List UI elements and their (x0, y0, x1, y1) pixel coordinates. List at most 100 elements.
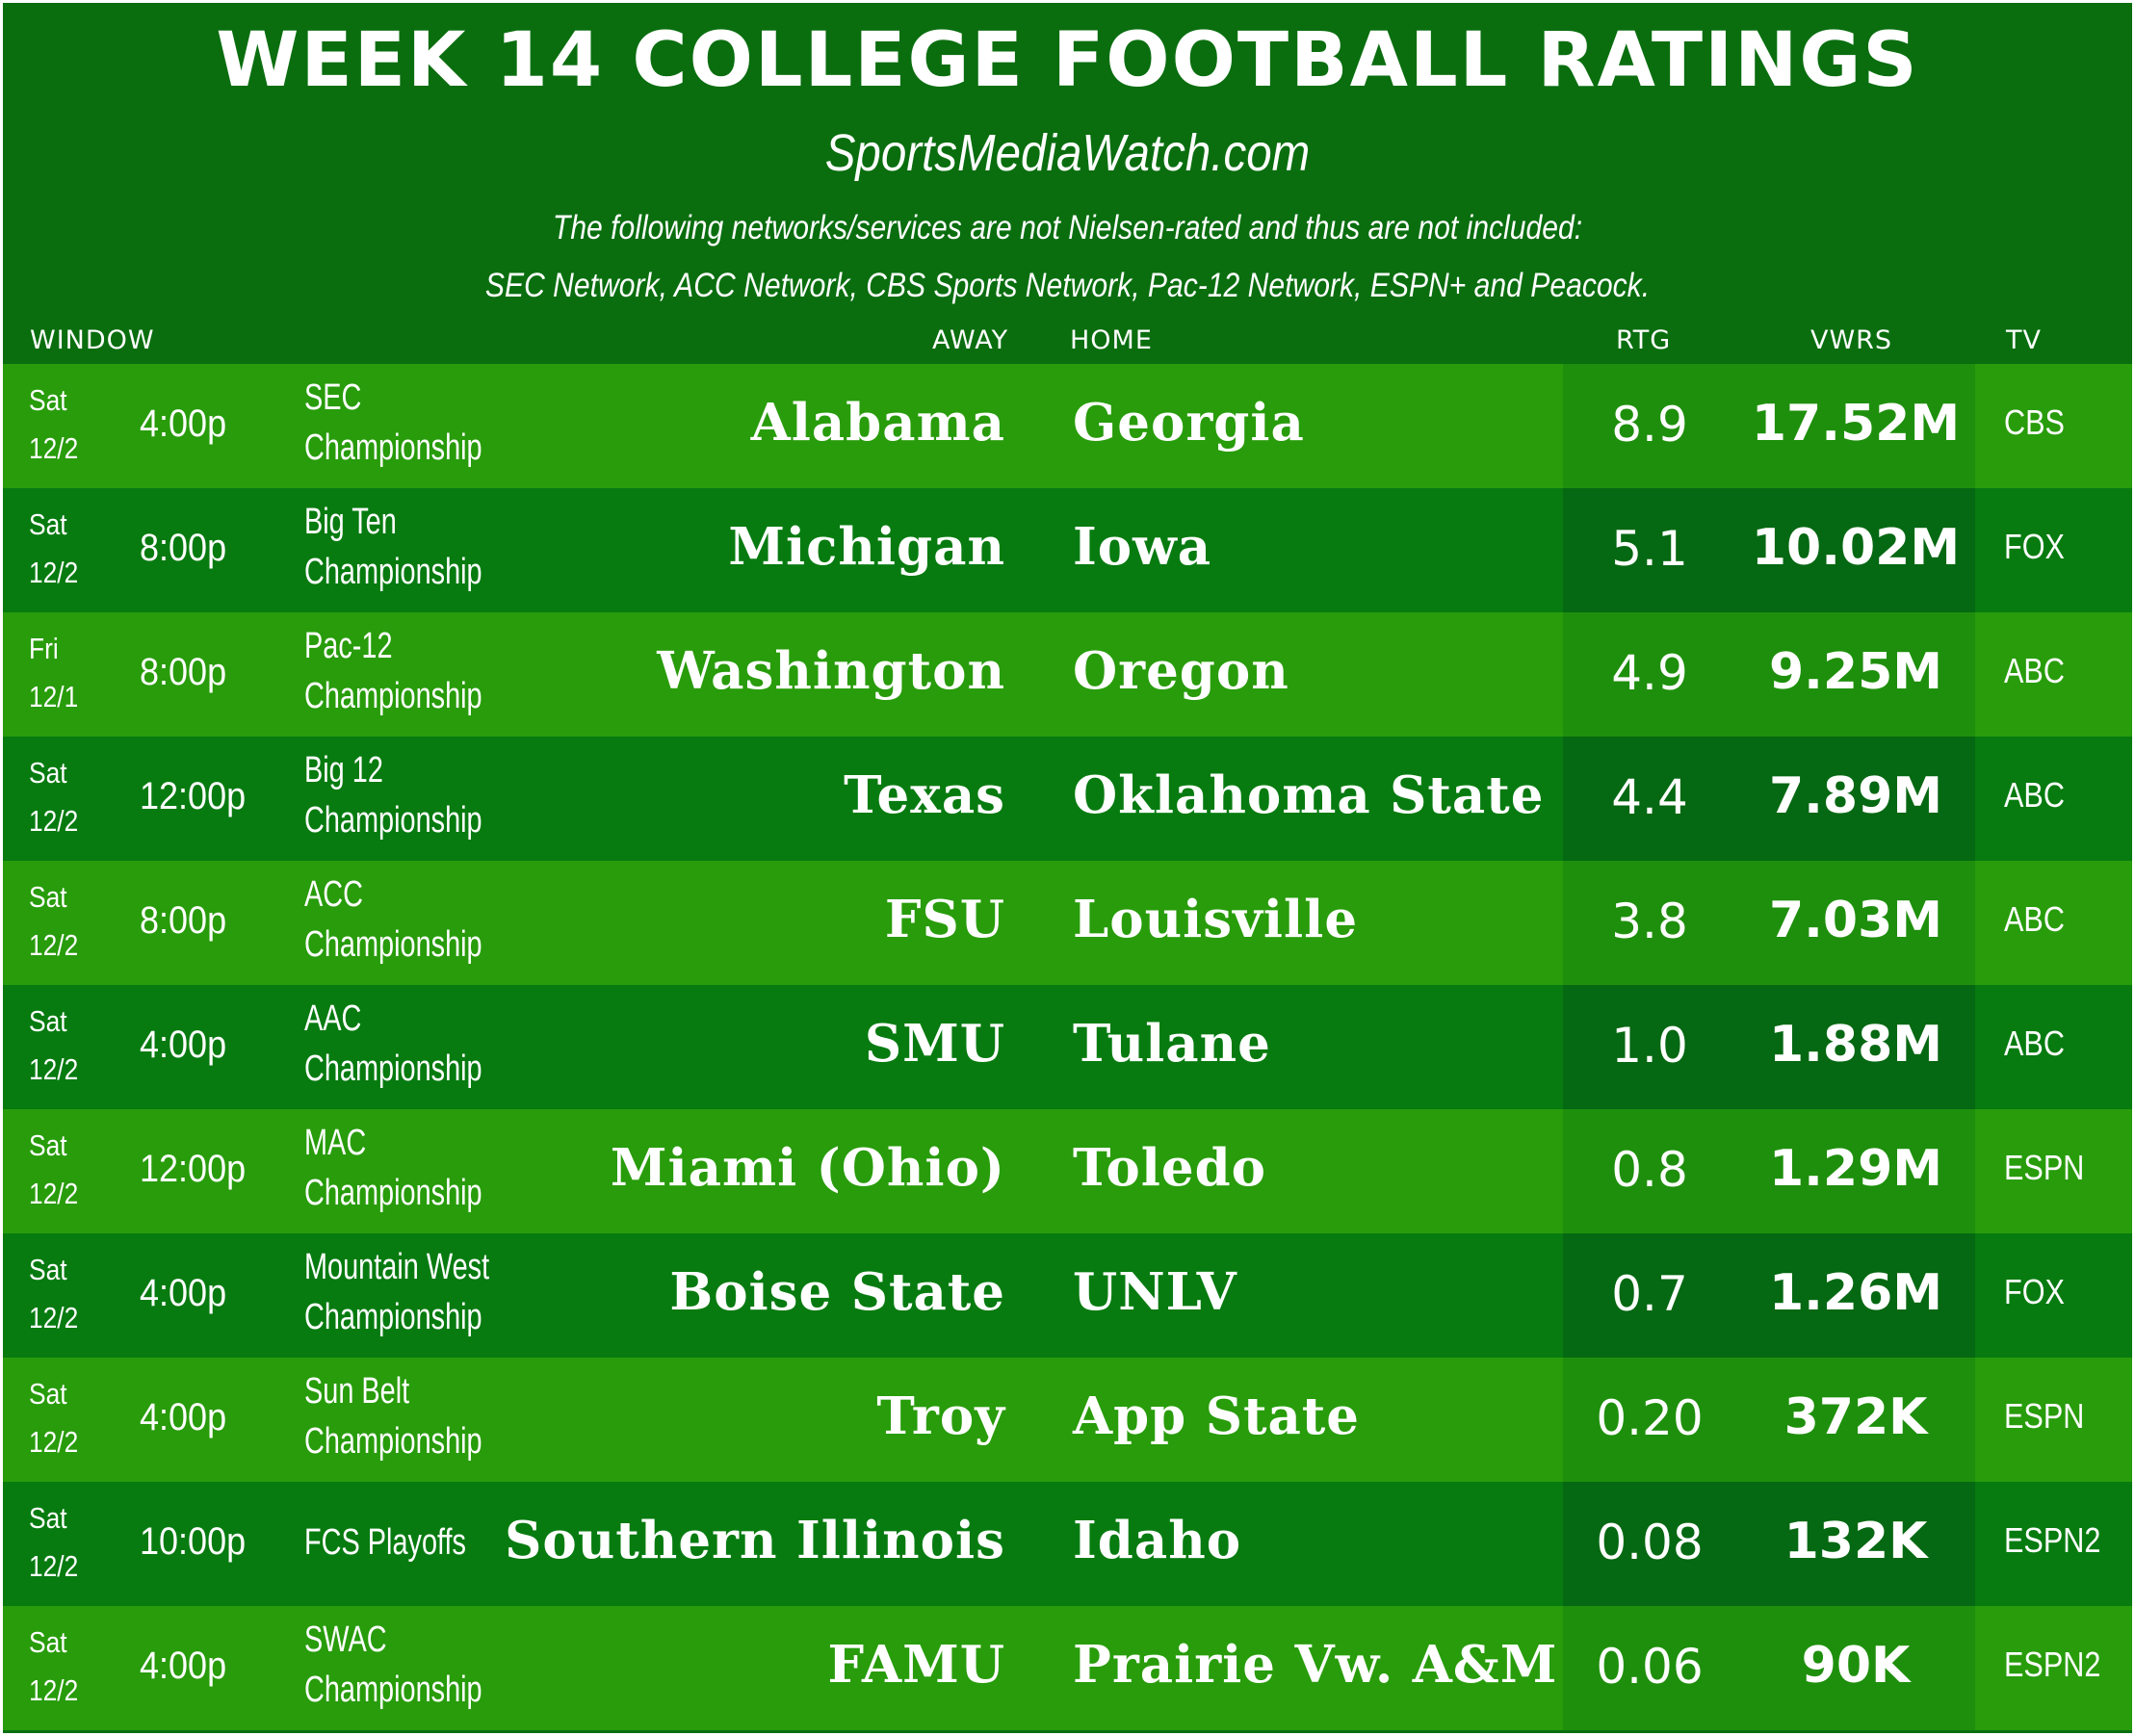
game-day: Fri (29, 632, 59, 665)
rating-column-shade (1563, 1109, 1975, 1233)
kickoff-time: 8:00p (140, 527, 227, 569)
kickoff-time: 12:00p (140, 1148, 247, 1190)
home-team: Idaho (1073, 1511, 1242, 1570)
game-name-line-1: Big 12 (304, 750, 383, 790)
game-name-line-1: AAC (304, 998, 362, 1039)
game-name-line-1: FCS Playoffs (304, 1522, 466, 1563)
game-name-line-2: Championship (304, 676, 482, 716)
home-team: App State (1073, 1386, 1360, 1446)
kickoff-time: 4:00p (140, 1645, 227, 1687)
home-team: Iowa (1073, 517, 1212, 577)
home-team: Tulane (1073, 1014, 1271, 1074)
away-team: Texas (844, 765, 1005, 825)
rating-value: 0.8 (1611, 1142, 1688, 1198)
rating-column-shade (1563, 364, 1975, 488)
rating-value: 0.08 (1596, 1515, 1704, 1570)
page-title: WEEK 14 COLLEGE FOOTBALL RATINGS (216, 17, 1919, 104)
game-date: 12/2 (29, 1052, 79, 1086)
game-date: 12/2 (29, 928, 79, 962)
game-date: 12/2 (29, 1549, 79, 1583)
game-date: 12/2 (29, 1301, 79, 1334)
rating-value: 5.1 (1611, 521, 1688, 577)
viewers-value: 1.88M (1768, 1016, 1943, 1074)
home-team: Oklahoma State (1073, 765, 1545, 825)
table-row: Sat 12/2 10:00p FCS Playoffs Southern Illino… (3, 1482, 2132, 1606)
rating-column-shade (1563, 488, 1975, 612)
ratings-graphic: WEEK 14 COLLEGE FOOTBALL RATINGS SportsM… (3, 3, 2132, 1733)
game-name-line-2: Championship (304, 1297, 482, 1337)
kickoff-time: 4:00p (140, 1396, 227, 1438)
game-day: Sat (29, 1501, 67, 1535)
kickoff-time: 4:00p (140, 1023, 227, 1066)
game-day: Sat (29, 383, 67, 417)
header-home: HOME (1070, 325, 1153, 355)
header-window: WINDOW (30, 325, 155, 355)
table-row: Sat 12/2 12:00p Big 12 Championship Texas Okla… (3, 737, 2132, 861)
away-team: FSU (884, 890, 1005, 949)
tv-network: ESPN (2004, 1148, 2085, 1187)
game-name-line-1: Big Ten (304, 502, 397, 542)
table-row: Fri 12/1 8:00p Pac-12 Championship Washington… (3, 612, 2132, 737)
away-team: Southern Illinois (505, 1511, 1005, 1570)
game-day: Sat (29, 756, 67, 790)
game-name-line-1: Sun Belt (304, 1371, 410, 1412)
game-date: 12/2 (29, 1425, 79, 1459)
rating-column-shade (1563, 1233, 1975, 1358)
viewers-value: 10.02M (1751, 519, 1961, 577)
game-name-line-1: Mountain West (304, 1247, 490, 1287)
rating-value: 8.9 (1611, 397, 1688, 453)
game-date: 12/2 (29, 804, 79, 838)
tv-network: FOX (2004, 1272, 2065, 1311)
game-name-line-2: Championship (304, 1421, 482, 1462)
game-day: Sat (29, 1253, 67, 1286)
game-name-line-2: Championship (304, 800, 482, 841)
rating-column-shade (1563, 612, 1975, 737)
game-day: Sat (29, 1004, 67, 1038)
game-name-line-2: Championship (304, 924, 482, 965)
away-team: Miami (Ohio) (610, 1138, 1005, 1198)
header-tv: TV (2006, 325, 2042, 355)
home-team: UNLV (1073, 1262, 1237, 1322)
away-team: Boise State (669, 1262, 1005, 1322)
game-name-line-2: Championship (304, 428, 482, 468)
tv-network: ESPN2 (2004, 1520, 2101, 1560)
kickoff-time: 8:00p (140, 651, 227, 693)
game-name-line-2: Championship (304, 552, 482, 592)
away-team: Washington (657, 641, 1005, 701)
game-day: Sat (29, 1377, 67, 1411)
rating-value: 1.0 (1611, 1018, 1688, 1074)
game-name-line-1: ACC (304, 874, 363, 915)
viewers-value: 9.25M (1768, 643, 1943, 701)
table-row: Sat 12/2 4:00p AAC Championship SMU Tulane 1.0 1… (3, 985, 2132, 1109)
away-team: SMU (864, 1014, 1005, 1074)
game-name-line-1: MAC (304, 1123, 367, 1163)
note-line-2: SEC Network, ACC Network, CBS Sports Net… (484, 267, 1651, 304)
viewers-value: 90K (1801, 1637, 1911, 1695)
home-team: Georgia (1073, 393, 1305, 453)
rating-value: 0.06 (1596, 1639, 1704, 1695)
table-row: Sat 12/2 4:00p Mountain West Championship Boi… (3, 1233, 2132, 1358)
table-row: Sat 12/2 12:00p MAC Championship Miami (Ohio)… (3, 1109, 2132, 1233)
away-team: Alabama (750, 393, 1005, 453)
rating-column-shade (1563, 1606, 1975, 1730)
game-day: Sat (29, 1625, 67, 1659)
rating-value: 0.7 (1611, 1266, 1688, 1322)
kickoff-time: 10:00p (140, 1520, 247, 1563)
table-row: Sat 12/2 4:00p SWAC Championship FAMU Prairie … (3, 1606, 2132, 1730)
note-line-1: The following networks/services are not … (552, 209, 1583, 246)
ratings-table: Sat 12/2 4:00p SEC Championship Alabama Georgi… (3, 364, 2132, 1730)
table-row: Sat 12/2 8:00p ACC Championship FSU Louisville… (3, 861, 2132, 985)
game-name-line-2: Championship (304, 1670, 482, 1710)
table-row: Sat 12/2 4:00p Sun Belt Championship Troy App … (3, 1358, 2132, 1482)
game-day: Sat (29, 1128, 67, 1162)
kickoff-time: 4:00p (140, 402, 227, 445)
game-date: 12/1 (29, 680, 79, 713)
tv-network: ABC (2004, 899, 2065, 939)
home-team: Prairie Vw. A&M (1073, 1635, 1558, 1695)
viewers-value: 7.03M (1768, 892, 1943, 949)
game-name-line-1: SWAC (304, 1619, 387, 1660)
header-vwrs: VWRS (1810, 325, 1893, 355)
viewers-value: 372K (1784, 1388, 1928, 1446)
away-team: Michigan (728, 517, 1005, 577)
game-date: 12/2 (29, 431, 79, 465)
